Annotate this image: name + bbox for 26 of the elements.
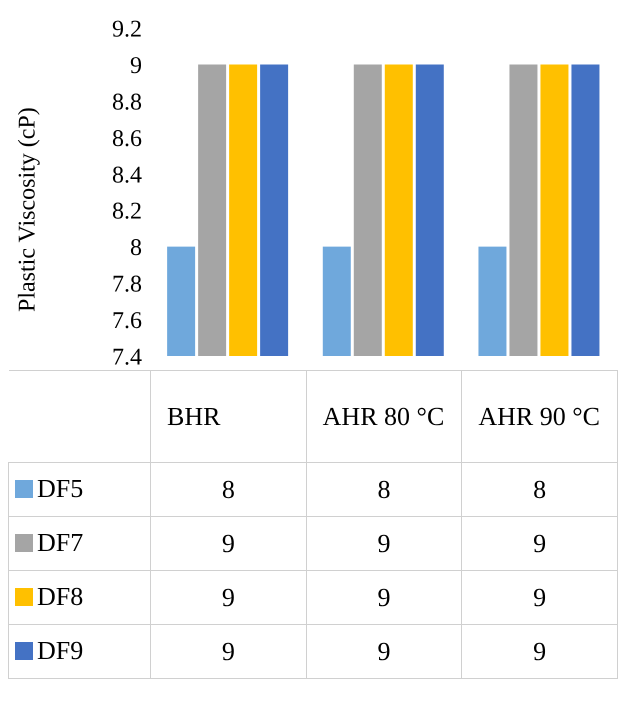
y-axis-title: Plastic Viscosity (cP) (14, 107, 41, 312)
y-tick-label: 8.8 (112, 89, 142, 116)
data-label: 9 (306, 516, 462, 570)
y-tick-label: 7.4 (112, 344, 142, 371)
y-tick-label: 9 (130, 52, 142, 79)
data-label: 8 (462, 462, 618, 516)
data-label: 8 (306, 462, 462, 516)
legend-label: DF7 (37, 528, 84, 558)
y-tick-label: 8.6 (112, 126, 142, 152)
x-tick-label: BHR (150, 370, 306, 462)
legend-label: DF9 (37, 636, 84, 666)
data-label: 9 (462, 624, 618, 678)
data-label: 9 (462, 570, 618, 624)
x-tick-label: AHR 90 °C (462, 370, 618, 462)
y-tick-label: 7.8 (112, 272, 142, 298)
y-tick-label: 8 (130, 235, 142, 262)
legend-label: DF8 (37, 582, 84, 612)
data-label: 9 (462, 516, 618, 570)
data-label: 9 (306, 624, 462, 678)
y-tick-label: 8.2 (112, 198, 142, 225)
x-tick-label: AHR 80 °C (306, 370, 462, 462)
y-tick-label: 7.6 (112, 308, 142, 334)
data-label: 9 (306, 570, 462, 624)
y-tick-label: 9.2 (112, 16, 142, 43)
legend-label: DF5 (37, 474, 84, 504)
y-tick-label: 8.4 (112, 162, 142, 188)
